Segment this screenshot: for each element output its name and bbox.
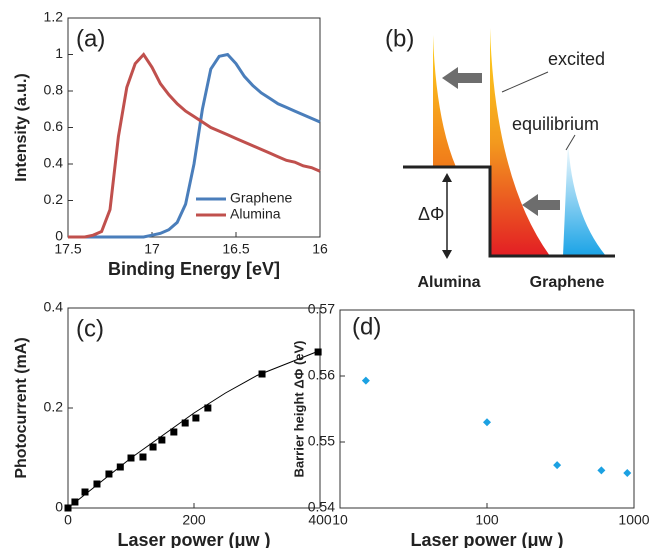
legend-label: Alumina xyxy=(230,206,281,222)
y-tick-label: 0.2 xyxy=(44,399,64,415)
point xyxy=(170,428,178,436)
point xyxy=(553,461,562,470)
line xyxy=(68,52,321,239)
point xyxy=(93,480,101,488)
x-tick-label: 100 xyxy=(475,512,499,528)
arrow xyxy=(522,194,560,216)
y-tick-label: 0.6 xyxy=(44,118,64,134)
y-tick-label: 0.4 xyxy=(44,155,64,171)
leader xyxy=(565,134,576,151)
label: ΔΦ xyxy=(418,204,444,224)
excited-distribution xyxy=(490,28,550,256)
arrow xyxy=(442,67,482,89)
chart: 0 0.2 0.4 0.6 0.8 1 1.2 17.5 17 16.5 16 (a) Binding … xyxy=(13,9,328,279)
label: Alumina xyxy=(417,274,480,291)
panel-label: (d) xyxy=(352,313,381,340)
equilibrium-distribution xyxy=(563,140,606,256)
chart: 0.54 0.55 0.56 0.57 10 100 1000 (d) Laser power … xyxy=(291,301,649,548)
y-tick-label: 0 xyxy=(55,499,63,515)
y-tick-label: 1.2 xyxy=(44,9,64,25)
label: Graphene xyxy=(530,274,605,291)
x-tick-label: 10 xyxy=(332,512,348,528)
y-tick-label: 0.4 xyxy=(44,299,64,315)
x-tick-label: 0 xyxy=(64,512,72,528)
alumina-distribution xyxy=(433,35,456,167)
x-axis-label: Laser power (μw ) xyxy=(117,530,270,548)
point xyxy=(158,436,166,444)
y-tick-label: 0.54 xyxy=(308,499,335,515)
point xyxy=(623,469,632,478)
point xyxy=(181,419,189,427)
y-tick-label: 1 xyxy=(55,45,63,61)
chart: 0 0.2 0.4 0 200 400 (c) Laser power (μw ) Photoc… xyxy=(13,299,332,548)
point xyxy=(105,470,113,478)
panel-label: (c) xyxy=(76,315,104,342)
y-axis-label: Photocurrent (mA) xyxy=(13,337,30,478)
x-tick-label: 16.5 xyxy=(222,241,249,257)
point xyxy=(361,376,370,385)
plot-frame xyxy=(339,309,635,509)
fit-line xyxy=(67,350,321,509)
y-tick-label: 0.55 xyxy=(308,433,335,449)
arrow-heads xyxy=(442,173,452,259)
band-edge xyxy=(403,165,615,258)
point xyxy=(483,418,491,427)
x-axis-label: Binding Energy [eV] xyxy=(108,259,280,279)
legend-label: Graphene xyxy=(230,190,292,206)
x-tick-label: 16 xyxy=(312,241,328,257)
y-tick-label: 0.56 xyxy=(308,367,335,383)
diagram: (b) excited equilibrium ΔΦ Alumina Graph… xyxy=(385,25,615,291)
x-tick-label: 400 xyxy=(308,512,332,528)
x-tick-label: 17 xyxy=(144,241,160,257)
y-tick-label: 0 xyxy=(55,228,63,244)
point xyxy=(204,404,212,412)
y-axis-label: Barrier height ΔΦ (eV) xyxy=(291,340,306,477)
x-tick-label: 17.5 xyxy=(54,241,81,257)
panel-label: (b) xyxy=(385,25,414,52)
point xyxy=(314,348,322,356)
x-tick-label: 1000 xyxy=(618,512,649,528)
point xyxy=(192,414,200,422)
x-axis-label: Laser power (μw ) xyxy=(410,530,563,548)
point xyxy=(149,443,157,451)
y-tick-label: 0.8 xyxy=(44,82,64,98)
leader xyxy=(501,71,549,93)
x-tick-label: 200 xyxy=(182,512,206,528)
y-tick-label: 0.57 xyxy=(308,301,335,317)
point xyxy=(597,466,606,475)
line xyxy=(68,52,321,239)
y-axis-label: Intensity (a.u.) xyxy=(13,73,30,181)
point xyxy=(81,488,89,496)
label: equilibrium xyxy=(512,114,599,134)
panel-label: (a) xyxy=(76,25,105,52)
y-tick-label: 0.2 xyxy=(44,191,64,207)
point xyxy=(139,453,147,461)
label: excited xyxy=(548,49,605,69)
